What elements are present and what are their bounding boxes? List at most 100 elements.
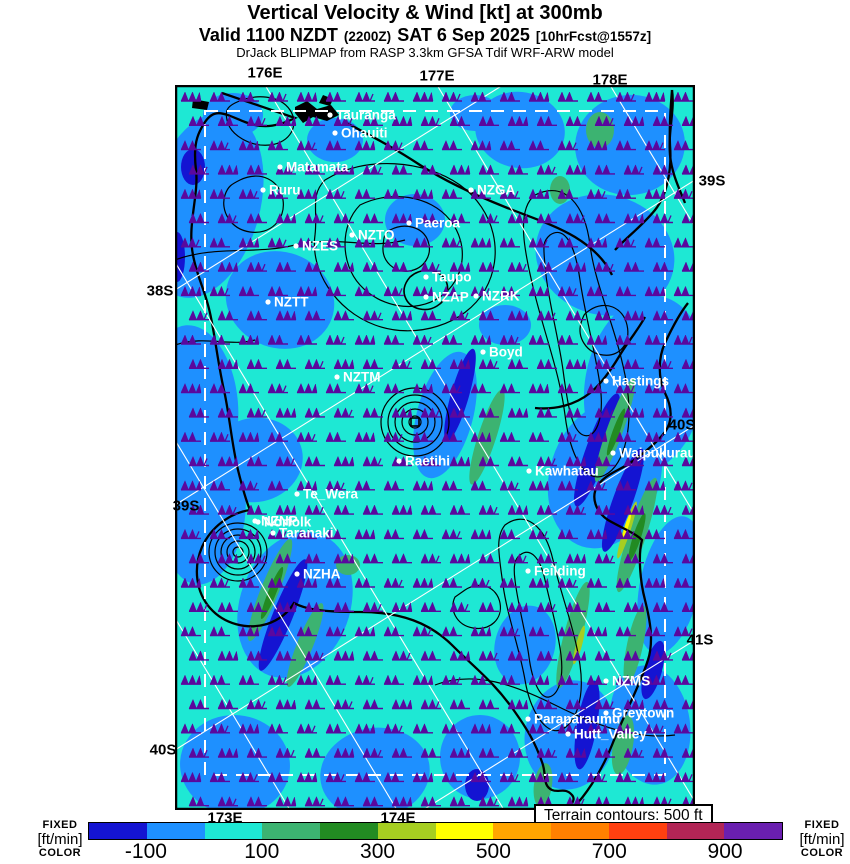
waypoint-label: NZTM	[343, 370, 381, 385]
waypoint-label: NZNP	[261, 514, 298, 529]
waypoint-feilding: Feilding	[525, 564, 586, 579]
colorbar-segment-band_m200	[89, 823, 147, 839]
edge-label-left-39s: 39S	[172, 497, 200, 515]
waypoint-nzms: NZMS	[603, 674, 650, 689]
colorbar-units-left: FIXED [ft/min] COLOR	[37, 819, 83, 859]
map-frame	[175, 85, 695, 810]
waypoint-nzha: NZHA	[294, 567, 341, 582]
colorbar-segment-band_0	[204, 823, 263, 839]
edge-label-top-176e: 176E	[247, 64, 283, 82]
colorbar-segment-band_300	[377, 823, 436, 839]
waypoint-label: Hastings	[612, 374, 669, 389]
model-info-line: DrJack BLIPMAP from RASP 3.3km GFSA Tdif…	[236, 45, 614, 60]
velocity-colorbar	[88, 822, 783, 840]
colorbar-segment-band_600	[551, 823, 609, 839]
valid-date: SAT 6 Sep 2025	[397, 25, 530, 45]
waypoint-label: NZTT	[274, 295, 309, 310]
waypoint-taranaki: Taranaki	[270, 526, 334, 541]
waypoint-ruru: Ruru	[260, 183, 301, 198]
waypoint-label: NZGA	[477, 183, 515, 198]
waypoint-hastings: Hastings	[603, 374, 669, 389]
valid-prefix: Valid 1100 NZDT	[198, 25, 338, 45]
waypoint-norfolk: Norfolk	[255, 515, 312, 530]
colorbar-tick-700: 700	[591, 840, 627, 863]
lat-lon-graticule	[175, 85, 695, 810]
colorbar-tick-500: 500	[475, 840, 511, 863]
model-domain-dashed-box	[204, 110, 666, 776]
colorbar-segment-band_800	[666, 823, 725, 839]
edge-label-right-41s: 41S	[686, 631, 714, 649]
edge-label-right-39s: 39S	[698, 172, 726, 190]
waypoint-label: Tauranga	[336, 108, 396, 123]
page-title: Vertical Velocity & Wind [kt] at 300mb	[247, 2, 603, 24]
valid-utc: (2200Z)	[343, 29, 392, 44]
waypoint-label: Paeroa	[415, 216, 461, 231]
waypoint-raetihi: Raetihi	[396, 454, 450, 469]
waypoint-label: Te_Wera	[303, 487, 359, 502]
colorbar-tick-100: 100	[244, 840, 280, 863]
waypoint-label: NZTO	[358, 228, 395, 243]
waypoint-paeroa: Paeroa	[406, 216, 461, 231]
edge-label-left-38s: 38S	[146, 282, 174, 300]
edge-label-right-40s: 40S	[668, 416, 696, 434]
waypoint-nzga: NZGA	[468, 183, 515, 198]
waypoint-label: NZAP	[432, 290, 469, 305]
waypoint-label: Taranaki	[279, 526, 334, 541]
waypoint-tauranga: Tauranga	[327, 108, 396, 123]
colorbar-segment-band_400	[435, 823, 494, 839]
colorbar-segment-band_500	[493, 823, 551, 839]
waypoint-nzto: NZTO	[349, 228, 395, 243]
waypoint-nzap: NZAP	[423, 290, 469, 305]
edge-label-top-178e: 178E	[592, 71, 628, 89]
waypoint-te_wera: Te_Wera	[294, 487, 359, 502]
waypoint-matamata: Matamata	[277, 160, 349, 175]
colorbar-tick--100: -100	[124, 840, 167, 863]
valid-time-line: Valid 1100 NZDT (2200Z) SAT 6 Sep 2025 [10h…	[0, 25, 850, 46]
blipmap-plot: Tauranga Ohauiti Matamata Ruru NZGA Paeroa NZT…	[175, 85, 695, 810]
waypoint-label: Feilding	[534, 564, 586, 579]
waypoint-ohauiti: Ohauiti	[332, 126, 388, 141]
waypoint-label: Boyd	[489, 345, 523, 360]
colorbar-segment-band_700	[608, 823, 667, 839]
colorbar-segment-band_m100	[146, 823, 205, 839]
forecast-run: [10hrFcst@1557z]	[535, 29, 652, 44]
waypoint-boyd: Boyd	[480, 345, 523, 360]
waypoint-label: NZHA	[303, 567, 341, 582]
map-canvas: Tauranga Ohauiti Matamata Ruru NZGA Paeroa NZT…	[175, 85, 695, 810]
waypoint-label: Waipukurau	[619, 446, 695, 461]
waypoint-nztt: NZTT	[265, 295, 309, 310]
waypoint-label: NZRK	[482, 289, 520, 304]
colorbar-tick-900: 900	[707, 840, 743, 863]
edge-label-top-177e: 177E	[419, 67, 455, 85]
colorbar-segment-band_100	[262, 823, 320, 839]
waypoint-label: Paraparaumu	[534, 712, 620, 727]
waypoint-nztm: NZTM	[334, 370, 381, 385]
waypoint-hutt_valley: Hutt_Valley	[565, 727, 647, 742]
colorbar-segment-band_900	[724, 823, 782, 839]
waypoint-taupo: Taupo	[423, 270, 472, 285]
colorbar-tick-300: 300	[360, 840, 396, 863]
waypoint-nzrk: NZRK	[473, 289, 520, 304]
colorbar-segment-band_200	[320, 823, 378, 839]
waypoint-label: Ruru	[269, 183, 301, 198]
waypoint-greytown: Greytown	[603, 706, 674, 721]
edge-label-left-40s: 40S	[149, 741, 177, 759]
wind-barbs	[180, 91, 695, 807]
waypoint-label: Taupo	[432, 270, 472, 285]
waypoint-labels: Tauranga Ohauiti Matamata Ruru NZGA Paeroa NZT…	[252, 108, 695, 742]
waypoint-paraparaumu: Paraparaumu	[525, 712, 620, 727]
waypoint-label: Kawhatau	[535, 464, 599, 479]
waypoint-kawhatau: Kawhatau	[526, 464, 599, 479]
waypoint-label: Matamata	[286, 160, 349, 175]
waypoint-label: Ohauiti	[341, 126, 388, 141]
waypoint-label: Raetihi	[405, 454, 450, 469]
waypoint-label: Greytown	[612, 706, 674, 721]
waypoint-waipukurau: Waipukurau	[610, 446, 695, 461]
waypoint-label: NZMS	[612, 674, 650, 689]
colorbar-units-right: FIXED [ft/min] COLOR	[799, 819, 845, 859]
waypoint-label: Norfolk	[264, 515, 312, 530]
waypoint-label: Hutt_Valley	[574, 727, 647, 742]
waypoint-nzes: NZES	[293, 239, 338, 254]
waypoint-label: NZES	[302, 239, 338, 254]
